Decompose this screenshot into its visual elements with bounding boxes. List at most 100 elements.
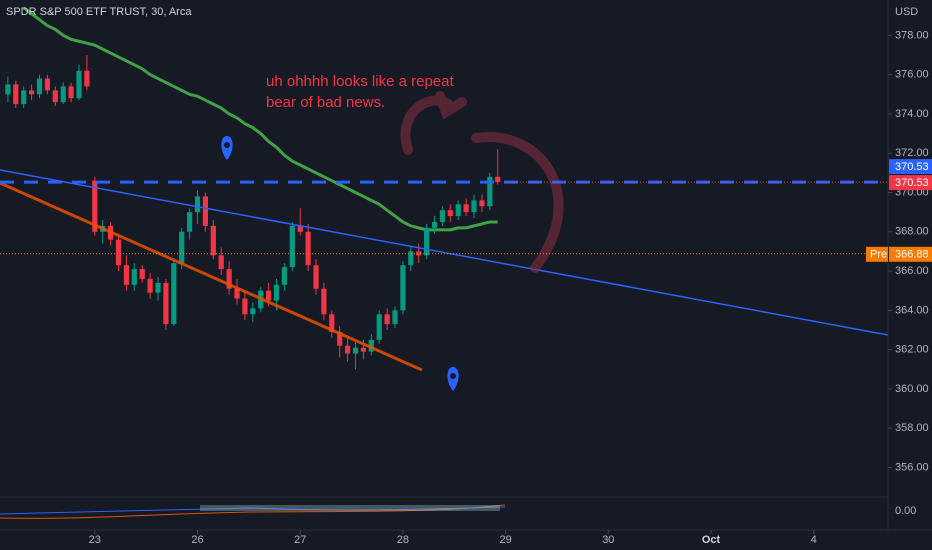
- premarket-tag-label: Pre: [870, 249, 887, 261]
- x-tick-label: 27: [294, 534, 306, 546]
- candle-body: [424, 227, 430, 256]
- chart-title: SPDR S&P 500 ETF TRUST, 30, Arca: [6, 6, 192, 18]
- candle-body: [29, 90, 35, 95]
- candle-body: [92, 180, 98, 232]
- candle-body: [52, 90, 58, 103]
- candle-body: [329, 314, 335, 332]
- candle-body: [479, 200, 485, 207]
- drawn-arrow: [400, 91, 564, 273]
- candle-body: [179, 231, 185, 264]
- candle-body: [155, 282, 161, 293]
- y-tick-label: 376.00: [895, 69, 929, 81]
- x-tick-label: 28: [397, 534, 409, 546]
- candle-body: [171, 263, 177, 325]
- candle-body: [305, 231, 311, 266]
- y-tick-label: 362.00: [895, 344, 929, 356]
- candle-body: [226, 269, 232, 289]
- pin-dot: [224, 142, 230, 148]
- candle-body: [13, 84, 19, 105]
- candle-body: [36, 78, 43, 95]
- candle-body: [21, 90, 27, 105]
- y-tick-label: 356.00: [895, 461, 929, 473]
- candle-body: [408, 251, 414, 266]
- candle-body: [273, 284, 280, 301]
- candle-body: [376, 314, 382, 340]
- candle-body: [44, 78, 51, 91]
- candle-body: [139, 269, 145, 279]
- candle-body: [416, 251, 422, 256]
- price-badge-label: 370.53: [895, 161, 929, 173]
- candle-body: [368, 339, 374, 352]
- price-badge-label: 370.53: [895, 177, 929, 189]
- x-tick-label: 4: [811, 534, 817, 546]
- candle-body: [400, 265, 406, 311]
- candle-body: [5, 84, 11, 95]
- premarket-badge-label: 366.88: [895, 249, 929, 261]
- y-tick-label: 368.00: [895, 226, 929, 238]
- premarket-badge: [889, 246, 932, 262]
- price-badge: [889, 175, 932, 191]
- candle-body: [352, 347, 359, 354]
- annotation: bear of bad news.: [266, 94, 385, 111]
- candle-body: [471, 200, 477, 213]
- candle-body: [250, 308, 256, 315]
- y-tick-label: 372.00: [895, 147, 929, 159]
- x-tick-label: 26: [191, 534, 203, 546]
- lower-pane-tick-label: 0.00: [895, 505, 916, 517]
- candle-body: [234, 288, 240, 299]
- trend-line: [0, 169, 889, 336]
- candle-body: [321, 288, 327, 315]
- x-tick-label: 23: [89, 534, 101, 546]
- y-tick-label: 364.00: [895, 304, 929, 316]
- candle-body: [289, 225, 295, 268]
- candle-body: [187, 212, 193, 232]
- y-tick-label: 366.00: [895, 265, 929, 277]
- candle-body: [147, 278, 153, 293]
- candle-body: [337, 331, 343, 346]
- candle-body: [392, 310, 398, 325]
- candle-body: [131, 269, 137, 285]
- x-tick-label: Oct: [702, 534, 721, 546]
- candle-body: [60, 86, 66, 103]
- y-tick-label: 374.00: [895, 108, 929, 120]
- y-tick-label: 360.00: [895, 383, 929, 395]
- candle-body: [384, 314, 390, 325]
- price-badge: [889, 159, 932, 175]
- y-tick-label: 378.00: [895, 29, 929, 41]
- candle-body: [76, 70, 82, 99]
- indicator-line: [0, 506, 506, 515]
- moving-average: [22, 6, 498, 232]
- candle-body: [455, 204, 461, 217]
- currency: USD: [895, 6, 918, 18]
- x-tick-label: 29: [499, 534, 511, 546]
- candle-body: [115, 239, 122, 266]
- candle-body: [345, 345, 351, 354]
- pin-dot: [450, 373, 456, 379]
- candle-body: [210, 225, 216, 256]
- candle-body: [68, 86, 74, 99]
- premarket-tag: [866, 246, 888, 262]
- candle-body: [84, 70, 90, 87]
- candle-body: [487, 176, 493, 207]
- candle-body: [431, 221, 438, 228]
- candle-body: [360, 347, 367, 352]
- candle-body: [463, 204, 469, 213]
- plot: [5, 6, 501, 370]
- candle-body: [194, 196, 201, 213]
- candle-body: [313, 265, 319, 289]
- candle-body: [281, 267, 288, 285]
- y-tick-label: 358.00: [895, 422, 929, 434]
- candle-body: [123, 265, 130, 285]
- candle-body: [163, 282, 169, 325]
- candle-body: [447, 210, 453, 217]
- candle-body: [297, 225, 303, 232]
- indicator-line: [0, 504, 506, 519]
- trend-line: [0, 181, 423, 372]
- annotation: uh ohhhh looks like a repeat: [266, 73, 454, 90]
- x-tick-label: 30: [602, 534, 614, 546]
- indicator-histogram: [200, 505, 500, 511]
- candle-body: [242, 298, 248, 315]
- candle-body: [495, 176, 501, 183]
